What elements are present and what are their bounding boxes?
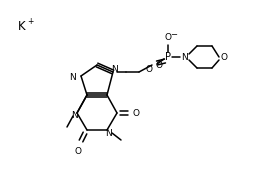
Text: +: + — [27, 16, 33, 25]
Text: −: − — [171, 30, 177, 40]
Text: P: P — [165, 52, 171, 62]
Text: N: N — [69, 74, 76, 82]
Text: N: N — [106, 129, 112, 137]
Text: N: N — [72, 112, 78, 120]
Text: K: K — [18, 19, 26, 32]
Text: N: N — [112, 64, 118, 74]
Text: O: O — [156, 62, 163, 70]
Text: O: O — [221, 52, 227, 62]
Text: N: N — [182, 52, 188, 62]
Text: O: O — [145, 64, 152, 74]
Text: O: O — [165, 32, 172, 41]
Text: O: O — [74, 146, 81, 156]
Text: O: O — [133, 108, 139, 118]
